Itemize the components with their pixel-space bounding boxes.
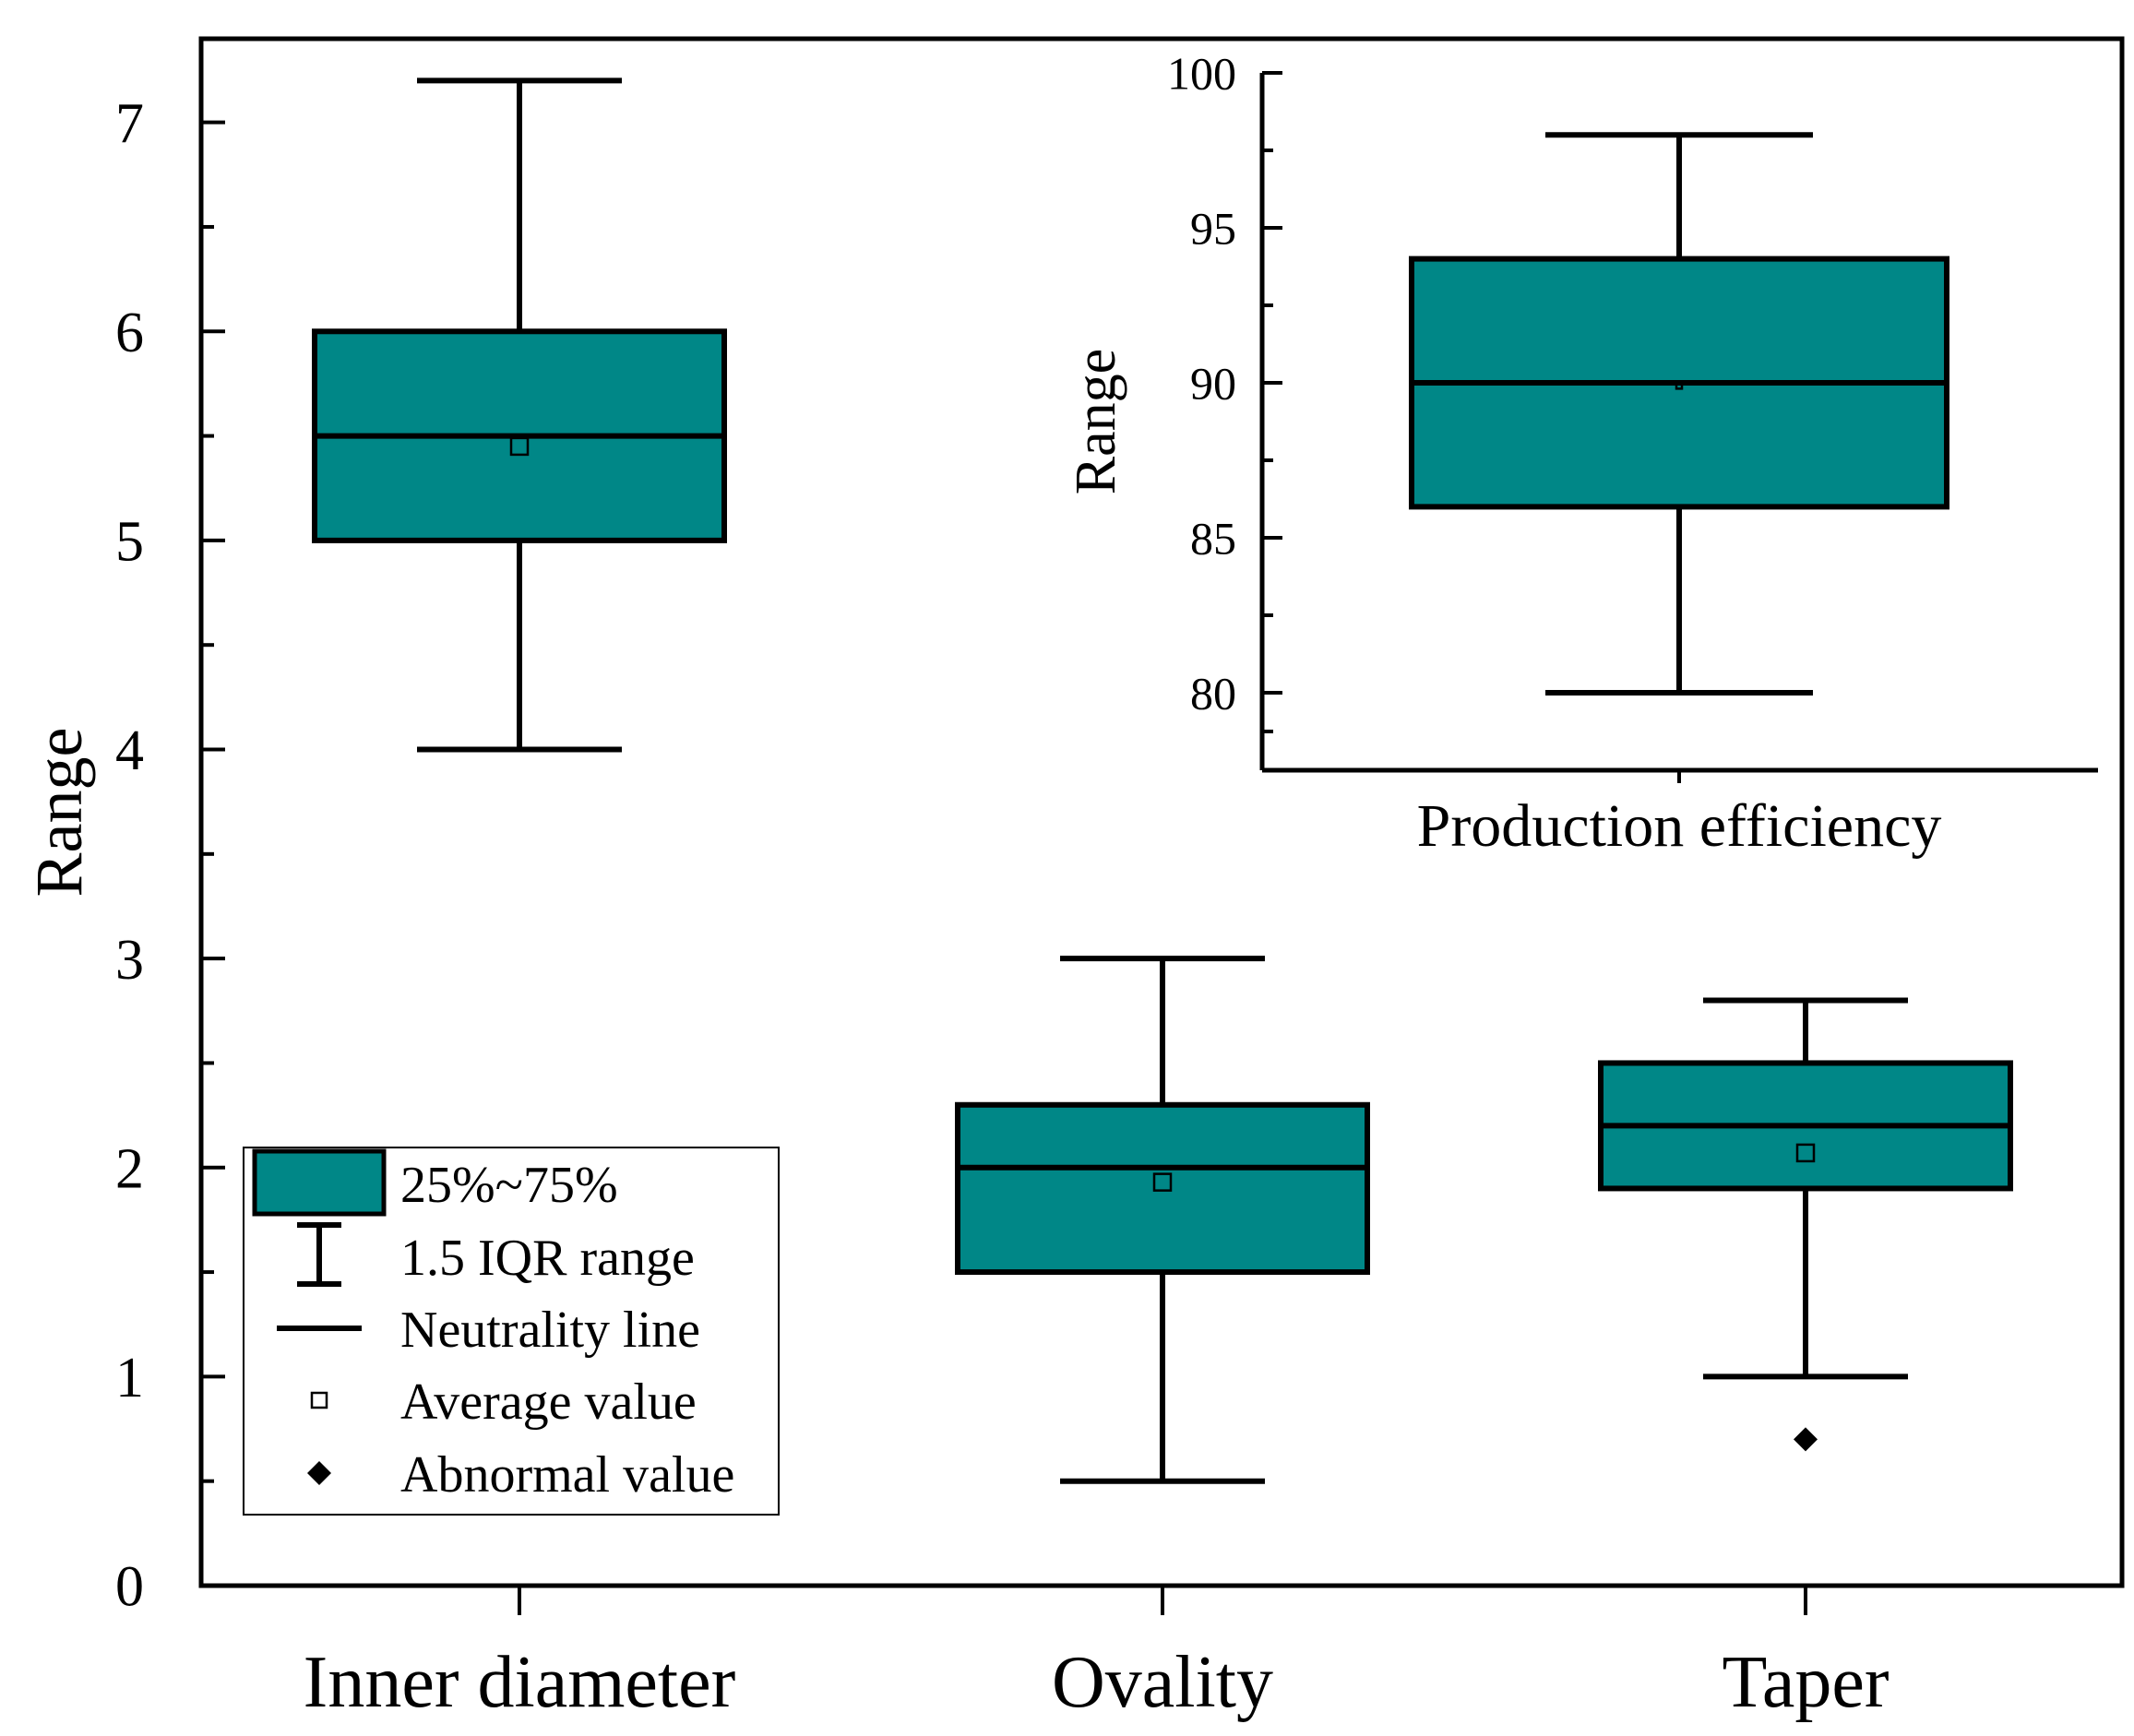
legend-box-swatch <box>252 1148 387 1217</box>
legend-label-mean: Average value <box>400 1373 697 1431</box>
y-tick-label: 85 <box>1190 513 1236 565</box>
box-0 <box>312 77 727 753</box>
x-category-label: Inner diameter <box>304 1642 736 1723</box>
legend-label-whisker: 1.5 IQR range <box>400 1230 695 1287</box>
mean-marker <box>1795 1143 1816 1163</box>
box-0 <box>1409 132 1949 696</box>
y-axis-label: Range <box>22 728 96 898</box>
y-tick-label: 3 <box>115 929 144 992</box>
box-1 <box>955 956 1370 1484</box>
y-tick-label: 7 <box>115 92 144 155</box>
y-tick-label: 2 <box>115 1137 144 1200</box>
mean-marker <box>1152 1172 1173 1192</box>
box-2 <box>1598 997 2013 1452</box>
legend-mean-swatch <box>310 1391 328 1409</box>
y-tick-label: 4 <box>115 719 144 782</box>
y-tick-label: 90 <box>1190 358 1236 410</box>
legend: 25%~75% 1.5 IQR range Neutrality line Avera… <box>243 1147 780 1516</box>
outlier-marker <box>1794 1427 1818 1452</box>
y-tick-label: 6 <box>115 302 144 364</box>
iqr-box <box>955 1101 1370 1276</box>
legend-label-box: 25%~75% <box>400 1157 618 1214</box>
y-tick-label: 95 <box>1190 203 1236 255</box>
y-tick-label: 0 <box>115 1556 144 1619</box>
mean-marker <box>1675 382 1684 390</box>
legend-outlier-swatch <box>307 1461 331 1485</box>
x-category-label: Taper <box>1723 1642 1890 1723</box>
x-category-label: Ovality <box>1052 1642 1273 1723</box>
y-tick-label: 1 <box>115 1347 144 1409</box>
y-tick-label: 5 <box>115 511 144 574</box>
mean-marker <box>509 436 530 457</box>
inset-plot: 80 85 90 95 100 Range Production efficiency <box>1065 48 2098 860</box>
y-axis-label: Range <box>1065 349 1127 494</box>
legend-label-outlier: Abnormal value <box>400 1446 734 1504</box>
legend-label-median: Neutrality line <box>400 1302 700 1359</box>
main-plot: 0 1 2 3 4 5 6 7 Range Inner diameter Ovality Taper <box>22 36 2125 1723</box>
x-category-label: Production efficiency <box>1417 792 1942 860</box>
y-tick-label: 100 <box>1167 48 1236 100</box>
y-tick-label: 80 <box>1190 668 1236 719</box>
